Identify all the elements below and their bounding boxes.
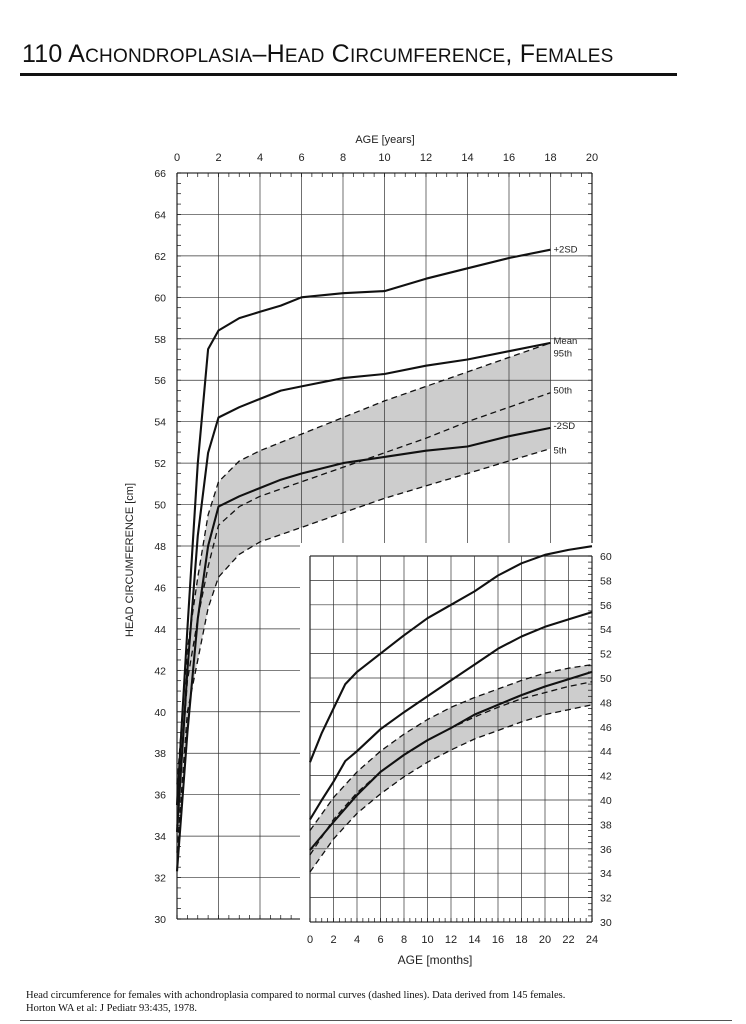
x-tick-label-years: 18 (544, 152, 556, 164)
y-tick-label-main: 42 (154, 665, 166, 677)
y-tick-label-main: 66 (154, 168, 166, 180)
y-tick-label-main: 32 (154, 873, 166, 885)
x-tick-label-months: 24 (586, 934, 598, 946)
y-tick-label-inset: 44 (600, 746, 612, 758)
x-tick-label-months: 18 (515, 934, 527, 946)
x-tick-label-months: 4 (354, 934, 360, 946)
curve-label-2sd: -2SD (554, 421, 576, 432)
x-tick-label-months: 14 (468, 934, 480, 946)
x-tick-label-years: 12 (420, 152, 432, 164)
inset-series-50th (309, 681, 593, 856)
y-tick-label-main: 48 (154, 541, 166, 553)
y-tick-label-main: 64 (154, 209, 166, 221)
x-tick-label-months: 6 (377, 934, 383, 946)
curve-label-5th: 5th (554, 446, 567, 457)
y-tick-label-inset: 32 (600, 893, 612, 905)
x-tick-label-months: 10 (421, 934, 433, 946)
page-title: 110 ACHONDROPLASIA–HEAD CIRCUMFERENCE, F… (22, 40, 614, 68)
y-tick-label-inset: 48 (600, 697, 612, 709)
y-tick-label-main: 38 (154, 748, 166, 760)
y-tick-label-main: 56 (154, 375, 166, 387)
figure-caption: Head circumference for females with acho… (26, 989, 726, 1015)
x-axis-title-years: AGE [years] (355, 134, 414, 146)
curve-label-mean: Mean (554, 336, 578, 347)
main-series-5th (176, 447, 551, 853)
main-curves (175, 248, 551, 872)
inset-tick-labels: 0 2 4 6 8 10 12 14 16 18 20 22 243032343638404244464… (307, 551, 612, 946)
bottom-rule (20, 1020, 732, 1021)
y-tick-label-main: 44 (154, 624, 166, 636)
main-band-area (177, 342, 551, 853)
title-rule (20, 73, 677, 76)
y-tick-label-main: 62 (154, 251, 166, 263)
y-tick-label-inset: 36 (600, 844, 612, 856)
y-tick-label-main: 54 (154, 417, 166, 429)
x-tick-label-years: 20 (586, 152, 598, 164)
x-tick-label-months: 12 (445, 934, 457, 946)
x-tick-label-months: 20 (539, 934, 551, 946)
x-tick-label-years: 2 (215, 152, 221, 164)
x-tick-label-months: 2 (330, 934, 336, 946)
main-normal-band (177, 342, 551, 853)
main-series-mean (175, 341, 551, 833)
x-tick-label-years: 16 (503, 152, 515, 164)
y-tick-label-main: 36 (154, 790, 166, 802)
y-tick-label-inset: 40 (600, 795, 612, 807)
y-tick-label-inset: 60 (600, 551, 612, 563)
x-tick-label-years: 0 (174, 152, 180, 164)
y-tick-label-main: 40 (154, 707, 166, 719)
inset-series-2sd (309, 545, 593, 763)
curve-label-95th: 95th (554, 348, 573, 359)
y-tick-label-inset: 46 (600, 722, 612, 734)
y-tick-label-inset: 34 (600, 868, 612, 880)
y-tick-label-main: 58 (154, 334, 166, 346)
y-tick-label-main: 50 (154, 500, 166, 512)
inset-series-5th (309, 704, 593, 873)
y-tick-label-inset: 42 (600, 771, 612, 783)
caption-source: Horton WA et al: J Pediatr 93:435, 1978. (26, 1003, 197, 1014)
y-tick-label-main: 34 (154, 831, 166, 843)
caption-line-1: Head circumference for females with acho… (26, 990, 566, 1001)
main-series-2sd (175, 248, 551, 806)
y-tick-label-main: 46 (154, 582, 166, 594)
main-tick-labels: 0 2 4 6 8 10 12 14 16 18 2030323436384042444648505… (154, 152, 598, 926)
y-tick-label-inset: 50 (600, 673, 612, 685)
main-series-2sd (175, 426, 551, 872)
y-tick-label-main: 30 (154, 914, 166, 926)
x-tick-label-years: 14 (461, 152, 473, 164)
y-tick-label-inset: 52 (600, 649, 612, 661)
y-tick-label-main: 52 (154, 458, 166, 470)
x-tick-label-months: 16 (492, 934, 504, 946)
inset-ticks (309, 555, 593, 923)
y-axis-title: HEAD CIRCUMFERENCE [cm] (124, 483, 136, 637)
inset-curves (309, 545, 593, 873)
y-tick-label-inset: 58 (600, 575, 612, 587)
y-tick-label-main: 60 (154, 292, 166, 304)
y-tick-label-inset: 54 (600, 624, 612, 636)
curve-label-2sd: +2SD (554, 245, 578, 256)
y-tick-label-inset: 30 (600, 917, 612, 929)
x-tick-label-years: 6 (298, 152, 304, 164)
x-tick-label-months: 0 (307, 934, 313, 946)
inset-panel: 0 2 4 6 8 10 12 14 16 18 20 22 243032343638404244464… (300, 543, 612, 946)
x-axis-title-months: AGE [months] (398, 953, 473, 967)
curve-label-50th: 50th (554, 386, 573, 397)
y-tick-label-inset: 38 (600, 819, 612, 831)
x-tick-label-months: 8 (401, 934, 407, 946)
x-tick-label-years: 4 (257, 152, 263, 164)
inset-series-95th (309, 663, 593, 831)
main-series-95th (176, 342, 551, 785)
x-tick-label-years: 10 (378, 152, 390, 164)
y-tick-label-inset: 56 (600, 600, 612, 612)
inset-series-mean (309, 611, 593, 821)
x-tick-label-years: 8 (340, 152, 346, 164)
x-tick-label-months: 22 (562, 934, 574, 946)
